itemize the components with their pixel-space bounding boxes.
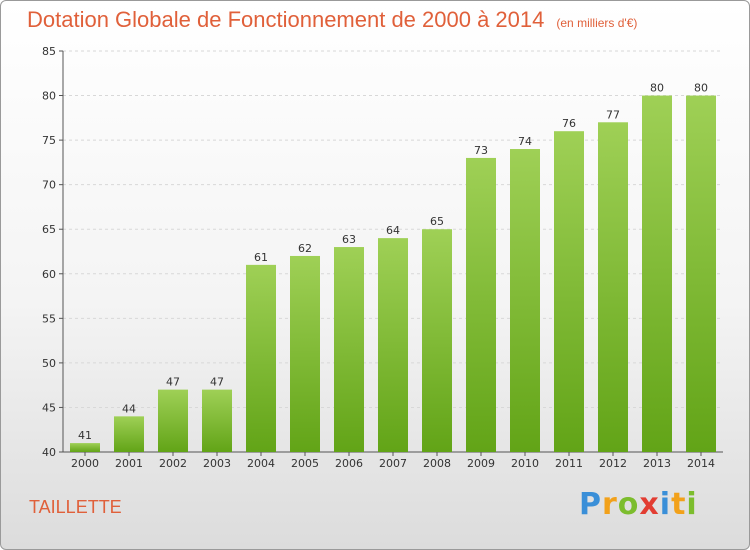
chart-title-text: Dotation Globale de Fonctionnement de 20… bbox=[27, 7, 545, 32]
x-tick-label: 2000 bbox=[71, 457, 99, 470]
bar bbox=[158, 389, 188, 452]
y-tick-label: 45 bbox=[42, 401, 56, 414]
x-tick-label: 2005 bbox=[291, 457, 319, 470]
x-tick-label: 2004 bbox=[247, 457, 275, 470]
y-tick-label: 70 bbox=[42, 179, 56, 192]
data-label: 64 bbox=[386, 224, 400, 237]
bar bbox=[202, 389, 232, 452]
y-tick-label: 50 bbox=[42, 357, 56, 370]
data-label: 63 bbox=[342, 233, 356, 246]
bar bbox=[598, 122, 628, 453]
x-tick-label: 2002 bbox=[159, 457, 187, 470]
y-tick-label: 75 bbox=[42, 134, 56, 147]
x-tick-label: 2013 bbox=[643, 457, 671, 470]
x-tick-label: 2001 bbox=[115, 457, 143, 470]
data-label: 80 bbox=[694, 82, 708, 95]
x-tick-label: 2006 bbox=[335, 457, 363, 470]
bar bbox=[642, 95, 672, 453]
bar bbox=[246, 264, 276, 452]
proxiti-logo[interactable]: Proxiti bbox=[579, 487, 698, 522]
y-tick-label: 40 bbox=[42, 446, 56, 459]
bar bbox=[686, 95, 716, 453]
value-labels: 41 44 47 47 61 62 63 64 65 73 74 76 77 80 80 bbox=[78, 82, 708, 443]
x-tick-label: 2012 bbox=[599, 457, 627, 470]
bars bbox=[70, 95, 716, 453]
x-tick-label: 2003 bbox=[203, 457, 231, 470]
data-label: 41 bbox=[78, 429, 92, 442]
data-label: 62 bbox=[298, 242, 312, 255]
data-label: 44 bbox=[122, 402, 136, 415]
y-tick-label: 55 bbox=[42, 312, 56, 325]
data-label: 77 bbox=[606, 108, 620, 121]
data-label: 65 bbox=[430, 215, 444, 228]
data-label: 80 bbox=[650, 82, 664, 95]
x-tick-label: 2009 bbox=[467, 457, 495, 470]
chart-subtitle: (en milliers d'€) bbox=[556, 16, 638, 30]
y-tick-label: 85 bbox=[42, 45, 56, 58]
data-label: 47 bbox=[166, 376, 180, 389]
data-label: 73 bbox=[474, 144, 488, 157]
bar bbox=[290, 255, 320, 452]
bar bbox=[70, 443, 100, 452]
chart-title: Dotation Globale de Fonctionnement de 20… bbox=[27, 7, 637, 33]
bar bbox=[334, 247, 364, 452]
bar bbox=[422, 229, 452, 452]
x-tick-label: 2010 bbox=[511, 457, 539, 470]
y-tick-label: 80 bbox=[42, 90, 56, 103]
bar bbox=[114, 416, 144, 452]
y-tick-label: 65 bbox=[42, 223, 56, 236]
y-tick-label: 60 bbox=[42, 268, 56, 281]
axes: 40 45 50 55 60 65 70 75 80 85 2000 2001 2002 2003 2004… bbox=[42, 45, 723, 470]
place-name: TAILLETTE bbox=[29, 497, 122, 517]
x-tick-label: 2014 bbox=[687, 457, 715, 470]
data-label: 74 bbox=[518, 135, 532, 148]
bar bbox=[466, 157, 496, 452]
bar bbox=[510, 149, 540, 452]
bar bbox=[378, 238, 408, 452]
x-tick-label: 2007 bbox=[379, 457, 407, 470]
x-tick-label: 2008 bbox=[423, 457, 451, 470]
data-label: 61 bbox=[254, 251, 268, 264]
x-tick-label: 2011 bbox=[555, 457, 583, 470]
bar bbox=[554, 131, 584, 452]
data-label: 47 bbox=[210, 376, 224, 389]
data-label: 76 bbox=[562, 117, 576, 130]
